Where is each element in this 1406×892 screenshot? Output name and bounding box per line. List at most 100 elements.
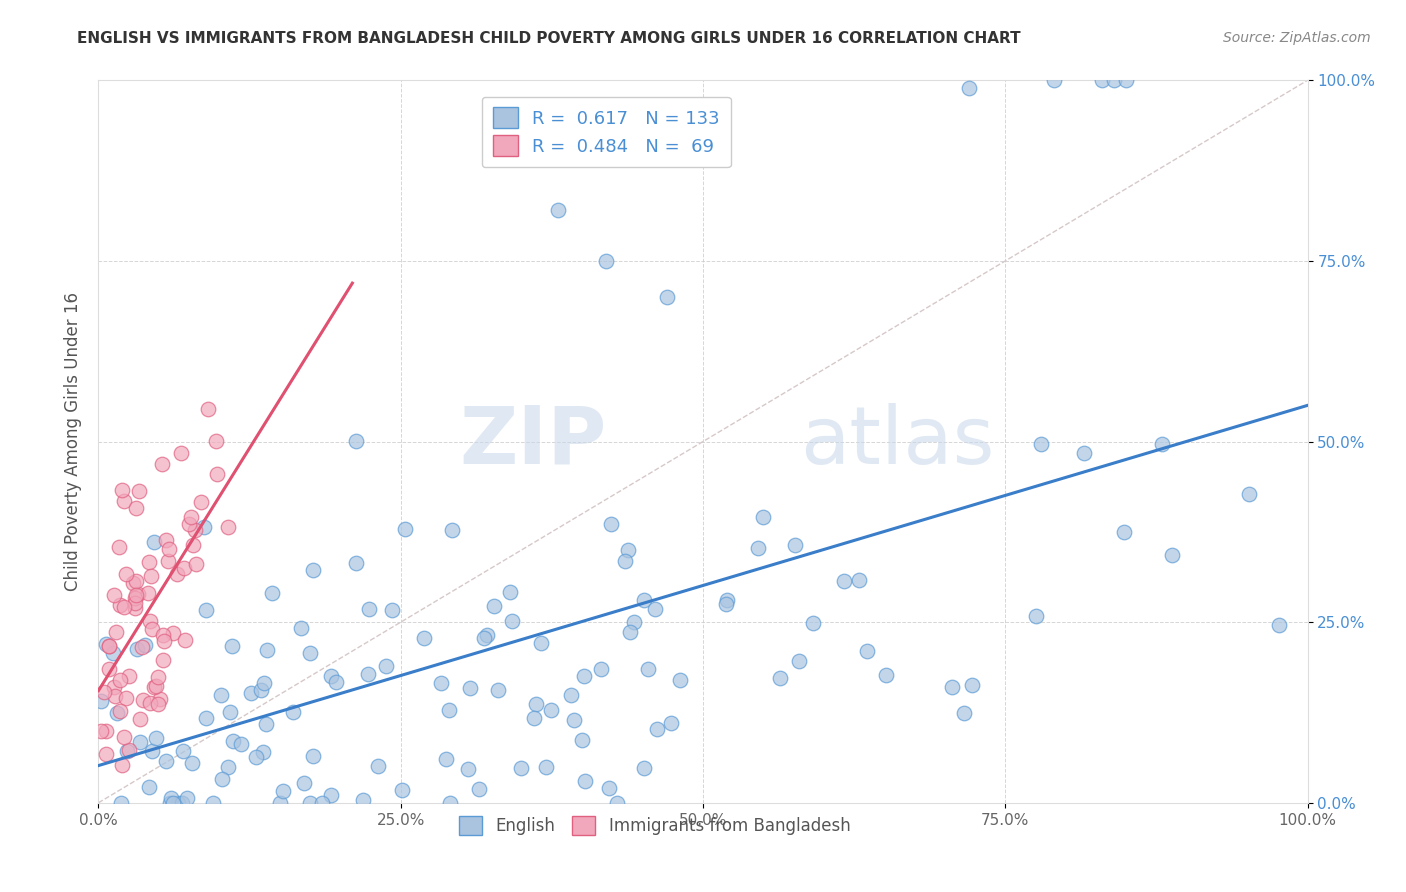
Point (523, 711, 546, 725)
Point (146, 697, 169, 711)
Point (855, 644, 877, 658)
Point (560, 688, 582, 702)
Point (439, 702, 461, 716)
Point (430, 676, 453, 690)
Point (595, 253, 617, 268)
Point (375, 659, 398, 673)
Point (751, 510, 773, 524)
Point (524, 697, 547, 711)
Point (110, 796, 132, 810)
Point (139, 614, 162, 628)
Point (118, 668, 141, 682)
Point (117, 744, 139, 758)
Point (134, 638, 156, 652)
Point (112, 731, 135, 745)
Point (112, 494, 135, 508)
Point (606, 796, 628, 810)
Point (155, 754, 177, 768)
Point (150, 457, 173, 471)
Point (260, 586, 283, 600)
Point (252, 745, 274, 759)
Point (1025, 608, 1047, 623)
Point (110, 757, 132, 772)
Point (211, 772, 233, 787)
Point (832, 574, 855, 589)
Point (97, 639, 120, 653)
Point (111, 483, 134, 497)
Point (1115, 73, 1137, 87)
Point (93, 685, 115, 699)
Point (127, 587, 149, 601)
Point (572, 669, 595, 683)
Point (217, 520, 239, 534)
Point (589, 662, 612, 676)
Point (346, 434, 368, 448)
Point (90, 723, 112, 738)
Point (124, 591, 146, 605)
Point (633, 592, 655, 607)
Point (302, 748, 325, 763)
Point (655, 290, 678, 304)
Point (298, 646, 321, 660)
Point (190, 495, 212, 509)
Point (271, 784, 294, 798)
Point (121, 576, 143, 591)
Point (193, 520, 215, 534)
Point (1042, 73, 1064, 87)
Legend: English, Immigrants from Bangladesh: English, Immigrants from Bangladesh (453, 809, 858, 841)
Point (108, 541, 131, 555)
Point (174, 633, 197, 648)
Point (138, 555, 160, 569)
Point (769, 671, 792, 685)
Point (600, 516, 623, 531)
Point (299, 796, 322, 810)
Point (1268, 618, 1291, 632)
Point (637, 662, 659, 676)
Point (357, 667, 380, 681)
Point (145, 679, 167, 693)
Point (367, 759, 389, 773)
Point (149, 692, 172, 706)
Point (162, 796, 184, 810)
Point (129, 712, 152, 726)
Point (302, 563, 325, 577)
Point (1091, 73, 1114, 87)
Point (801, 616, 824, 631)
Point (510, 761, 533, 775)
Point (124, 574, 146, 588)
Point (179, 516, 201, 531)
Point (357, 601, 380, 615)
Point (290, 621, 312, 635)
Point (957, 80, 980, 95)
Point (129, 735, 152, 749)
Point (875, 668, 897, 682)
Point (124, 601, 146, 615)
Point (941, 681, 963, 695)
Point (787, 654, 810, 668)
Point (848, 573, 870, 587)
Point (172, 744, 194, 758)
Point (747, 541, 769, 555)
Point (441, 524, 464, 538)
Point (180, 756, 202, 770)
Text: ENGLISH VS IMMIGRANTS FROM BANGLADESH CHILD POVERTY AMONG GIRLS UNDER 16 CORRELA: ENGLISH VS IMMIGRANTS FROM BANGLADESH CH… (77, 31, 1021, 46)
Point (142, 681, 165, 695)
Point (598, 780, 620, 795)
Point (714, 597, 737, 611)
Point (352, 793, 374, 807)
Point (457, 762, 479, 776)
Point (108, 705, 131, 719)
Point (540, 703, 562, 717)
Point (115, 690, 138, 705)
Point (132, 692, 155, 706)
Point (184, 558, 207, 572)
Point (108, 598, 131, 612)
Point (953, 706, 976, 720)
Point (98, 639, 121, 653)
Point (205, 434, 228, 449)
Point (960, 678, 983, 692)
Point (256, 643, 278, 657)
Point (104, 689, 127, 703)
Point (1114, 524, 1136, 539)
Point (325, 675, 347, 690)
